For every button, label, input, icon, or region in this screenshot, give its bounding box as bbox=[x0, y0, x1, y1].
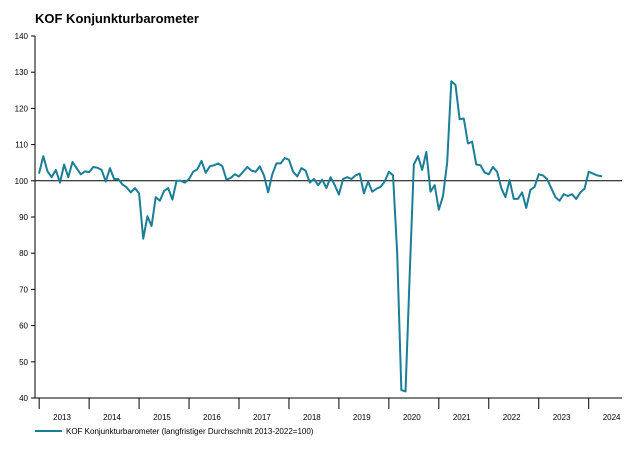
x-tick-label: 2015 bbox=[153, 413, 171, 422]
x-tick-label: 2023 bbox=[553, 413, 571, 422]
legend: KOF Konjunkturbarometer (langfristiger D… bbox=[35, 427, 314, 436]
series-line-0 bbox=[38, 80, 603, 393]
y-tick-label: 50 bbox=[19, 358, 28, 367]
x-tick-label: 2024 bbox=[603, 413, 621, 422]
y-tick-label: 100 bbox=[15, 177, 29, 186]
y-tick-label: 90 bbox=[19, 213, 28, 222]
y-tick-label: 140 bbox=[15, 32, 29, 41]
y-tick-label: 70 bbox=[19, 285, 28, 294]
x-tick-label: 2016 bbox=[203, 413, 221, 422]
series-group bbox=[38, 80, 603, 393]
x-tick-label: 2020 bbox=[403, 413, 421, 422]
y-tick-label: 40 bbox=[19, 394, 28, 403]
chart-title: KOF Konjunkturbarometer bbox=[35, 11, 199, 26]
y-axis: 40 50 60 70 80 90 100 110 120 130 140 bbox=[15, 32, 36, 403]
y-tick-label: 120 bbox=[15, 104, 29, 113]
x-tick-label: 2017 bbox=[253, 413, 271, 422]
x-tick-label: 2014 bbox=[103, 413, 121, 422]
x-tick-label: 2013 bbox=[53, 413, 71, 422]
x-tick-label: 2018 bbox=[303, 413, 321, 422]
x-tick-label: 2022 bbox=[503, 413, 521, 422]
x-tick-label: 2019 bbox=[353, 413, 371, 422]
y-tick-label: 60 bbox=[19, 322, 28, 331]
y-tick-label: 130 bbox=[15, 68, 29, 77]
legend-label: KOF Konjunkturbarometer (langfristiger D… bbox=[66, 427, 314, 436]
y-tick-label: 110 bbox=[15, 141, 28, 150]
x-axis: 2013 2014 2015 2016 2017 2018 2019 2020 2021 2022… bbox=[35, 397, 622, 422]
y-tick-label: 80 bbox=[19, 249, 28, 258]
x-tick-label: 2021 bbox=[453, 413, 471, 422]
